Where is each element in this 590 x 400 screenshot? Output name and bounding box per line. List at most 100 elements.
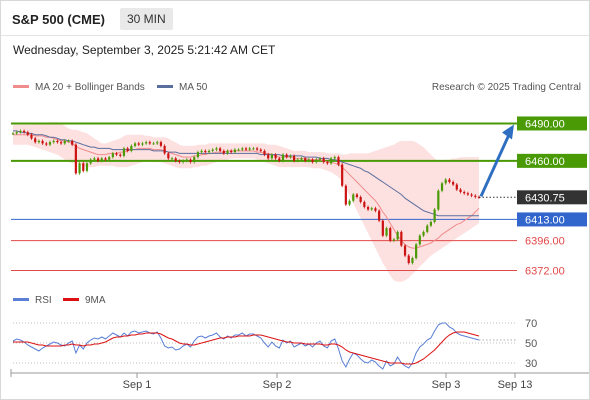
candle-body xyxy=(311,159,314,163)
candle-body xyxy=(470,194,473,196)
candle-body xyxy=(466,193,470,195)
candle-body xyxy=(378,210,381,221)
rsi-tick-label: 30 xyxy=(525,358,537,370)
candle-body xyxy=(78,163,81,174)
candle-body xyxy=(322,158,325,163)
candle-body xyxy=(392,239,396,241)
candle-body xyxy=(178,160,181,163)
candle-body xyxy=(366,206,370,210)
rsi-panel: 30 50 70 xyxy=(12,318,537,370)
candle-body xyxy=(133,143,137,146)
rsi-ma-legend-swatch xyxy=(63,298,79,301)
level-tag xyxy=(517,116,587,131)
candle-body xyxy=(126,148,129,151)
interval-selector[interactable]: 30 MIN xyxy=(120,8,173,30)
candle-body xyxy=(289,155,292,158)
candle-body xyxy=(148,142,151,144)
candle-body xyxy=(215,148,218,150)
candle-body xyxy=(22,130,26,133)
candle-body xyxy=(37,140,40,143)
candle-body xyxy=(122,148,126,156)
candle-body xyxy=(440,183,444,191)
level-label: 6413.00 xyxy=(525,214,565,226)
candle-body xyxy=(233,149,237,153)
candle-body xyxy=(348,200,351,205)
candle-body xyxy=(452,182,455,185)
candle-body xyxy=(115,153,118,155)
candle-body xyxy=(182,160,185,163)
candle-body xyxy=(96,158,100,161)
chart-header: S&P 500 (CME) 30 MIN xyxy=(1,1,589,35)
candle-body xyxy=(337,157,340,165)
candle-body xyxy=(100,158,103,161)
rsi-ma-line xyxy=(13,331,480,365)
candle-body xyxy=(444,179,447,184)
header-divider xyxy=(1,35,589,36)
candle-body xyxy=(141,143,144,145)
candle-body xyxy=(63,140,66,144)
candle-body xyxy=(74,144,77,174)
rsi-tick-label: 50 xyxy=(525,338,537,350)
level-label: 6490.00 xyxy=(525,118,565,130)
candle-body xyxy=(374,208,377,211)
candle-body xyxy=(355,194,359,197)
candle-body xyxy=(248,148,251,150)
axis-tick-label: Sep 1 xyxy=(123,379,152,391)
bollinger-band xyxy=(13,122,479,282)
candle-body xyxy=(211,149,214,151)
candle-body xyxy=(426,225,429,232)
candle-body xyxy=(381,220,384,236)
chart-datetime: Wednesday, September 3, 2025 5:21:42 AM … xyxy=(13,43,276,57)
candle-body xyxy=(341,164,344,186)
candle-body xyxy=(274,154,277,159)
candle-body xyxy=(474,195,477,197)
candle-body xyxy=(415,244,418,259)
candle-body xyxy=(30,134,33,139)
ma50-line xyxy=(13,130,479,217)
level-tag xyxy=(517,212,587,227)
rsi-ma-legend-label: 9MA xyxy=(85,295,106,306)
last-price-tag xyxy=(517,190,587,205)
candle-body xyxy=(111,153,114,158)
candle-body xyxy=(159,142,163,146)
candle-body xyxy=(300,158,303,160)
candle-body xyxy=(463,192,466,194)
last-price-label: 6430.75 xyxy=(525,192,565,204)
candle-body xyxy=(385,228,388,236)
credit-text: Research © 2025 Trading Central xyxy=(432,82,581,93)
candle-body xyxy=(108,157,111,160)
level-label: 6460.00 xyxy=(525,156,565,168)
rsi-legend-swatch xyxy=(13,298,29,301)
candle-body xyxy=(437,190,440,210)
rsi-tick-label: 70 xyxy=(525,318,537,330)
candle-body xyxy=(93,158,96,160)
candle-body xyxy=(137,143,140,145)
candle-body xyxy=(352,194,355,201)
candle-body xyxy=(281,154,285,161)
candle-body xyxy=(318,158,322,160)
candle-body xyxy=(285,154,288,158)
candle-body xyxy=(259,149,262,151)
candle-body xyxy=(400,231,403,246)
level-tag xyxy=(517,153,587,168)
candle-body xyxy=(278,158,281,161)
candle-body xyxy=(189,159,192,163)
candle-body xyxy=(267,154,270,159)
time-axis: Sep 1 Sep 2 Sep 3 Sep 13 xyxy=(10,369,589,391)
candle-body xyxy=(48,142,52,145)
candle-body xyxy=(15,132,18,134)
forecast-arrow-shaft xyxy=(479,131,512,197)
candle-body xyxy=(422,231,425,236)
candle-body xyxy=(89,159,92,164)
ma50-legend-label: MA 50 xyxy=(179,82,208,93)
candle-body xyxy=(448,179,451,183)
axis-tick-label: Sep 2 xyxy=(263,379,292,391)
candle-body xyxy=(130,145,133,151)
candle-body xyxy=(71,140,74,145)
candle-body xyxy=(207,150,211,153)
rsi-legend-label: RSI xyxy=(35,295,52,306)
candle-body xyxy=(326,162,329,164)
candle-body xyxy=(344,185,347,205)
ma50-legend-swatch xyxy=(157,85,173,88)
